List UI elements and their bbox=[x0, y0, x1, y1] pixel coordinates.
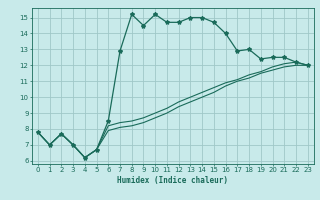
X-axis label: Humidex (Indice chaleur): Humidex (Indice chaleur) bbox=[117, 176, 228, 185]
